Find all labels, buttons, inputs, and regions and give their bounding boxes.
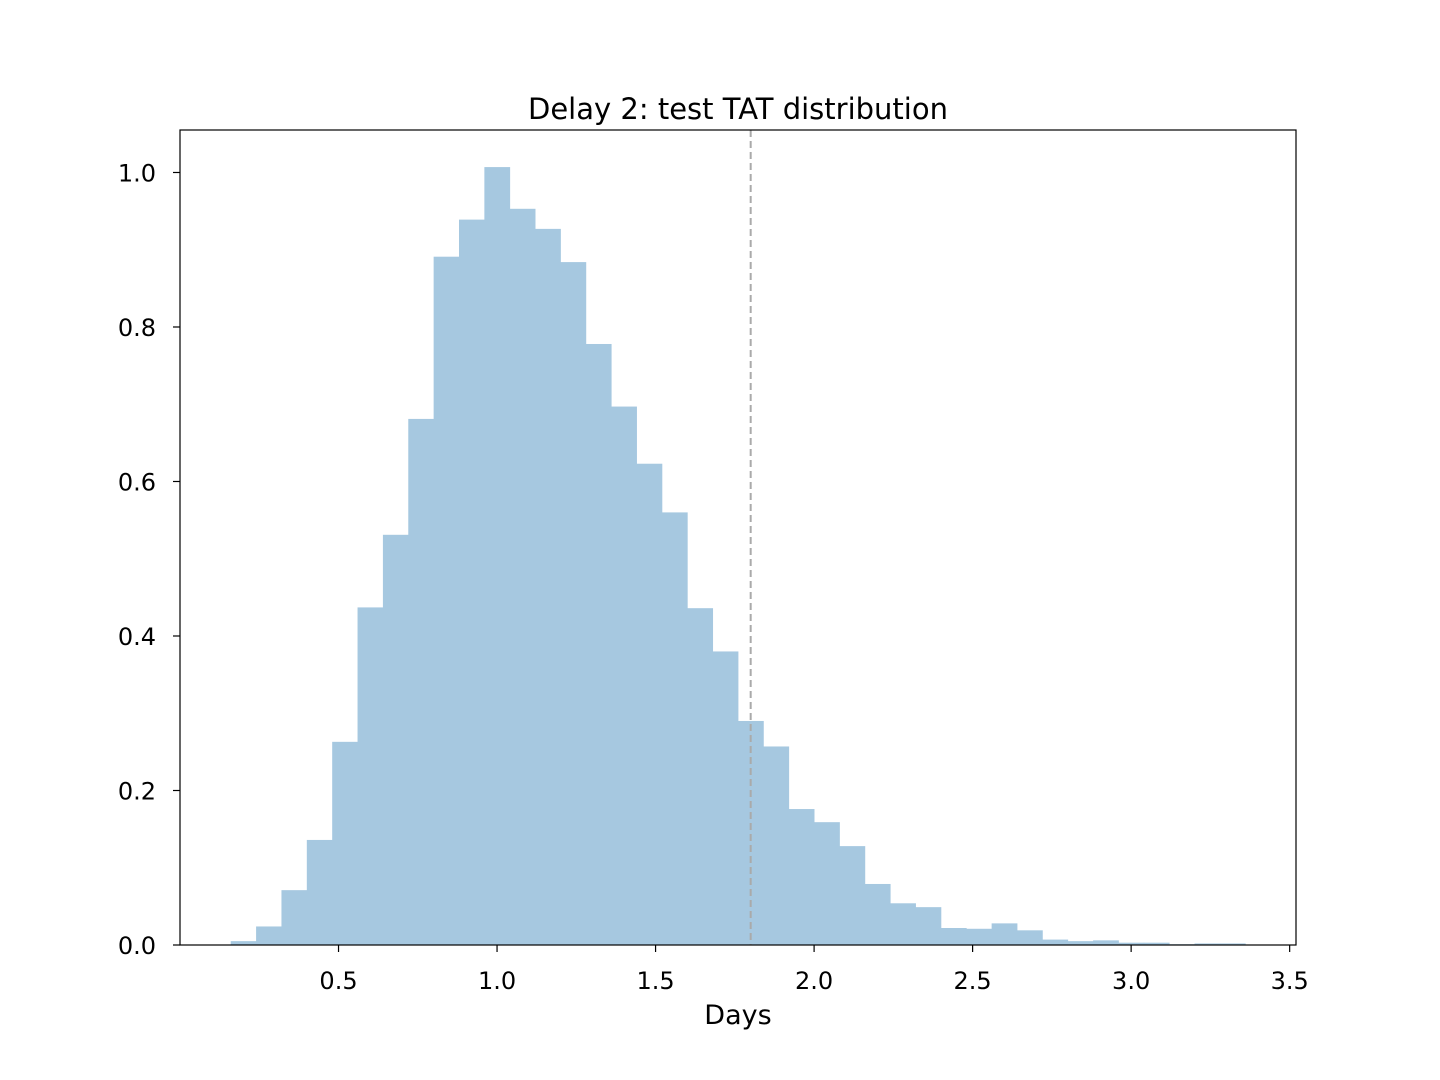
histogram-bar: [1143, 942, 1170, 945]
x-axis-label: Days: [704, 1000, 771, 1031]
y-tick-label: 0.2: [118, 777, 156, 805]
y-tick-label: 0.0: [118, 932, 156, 960]
histogram-bar: [560, 262, 587, 946]
histogram-bar: [890, 903, 916, 945]
histogram-bar: [915, 907, 942, 945]
histogram-bar: [509, 208, 536, 945]
chart-title: Delay 2: test TAT distribution: [528, 92, 948, 126]
histogram-bar: [1093, 940, 1119, 945]
x-tick-label: 1.0: [478, 967, 516, 995]
histogram-bar: [281, 890, 308, 945]
histogram-bar: [839, 846, 866, 945]
histogram-bar: [1067, 941, 1094, 945]
histogram-bar: [382, 534, 409, 945]
histogram-bar: [763, 746, 790, 945]
histogram-bar: [1219, 943, 1246, 945]
y-tick-label: 0.8: [118, 314, 156, 342]
histogram-bar: [712, 651, 739, 945]
x-tick-label: 2.5: [954, 967, 992, 995]
histogram-bar: [459, 219, 485, 945]
y-tick-label: 1.0: [118, 159, 156, 187]
histogram-bar: [611, 406, 637, 946]
histogram-bar: [661, 512, 688, 945]
histogram-bar: [1017, 930, 1043, 945]
histogram-bar: [332, 741, 358, 945]
histogram-bar: [991, 923, 1018, 945]
histogram-bars: [230, 167, 1246, 946]
x-tick-label: 3.5: [1271, 967, 1309, 995]
histogram-bar: [535, 228, 561, 945]
histogram-bar: [408, 418, 435, 945]
histogram-bar: [585, 343, 612, 945]
histogram-bar: [636, 463, 663, 945]
histogram-bar: [687, 608, 714, 945]
histogram-bar: [814, 822, 840, 945]
x-tick-label: 3.0: [1112, 967, 1150, 995]
histogram-bar: [306, 839, 333, 945]
x-tick-label: 0.5: [319, 967, 357, 995]
histogram-bar: [788, 809, 815, 945]
histogram-bar: [1042, 939, 1069, 945]
histogram-bar: [1194, 943, 1221, 945]
histogram-bar: [940, 928, 967, 945]
x-tick-label: 2.0: [795, 967, 833, 995]
histogram-bar: [966, 928, 993, 945]
y-axis: 0.0 0.2 0.4 0.6 0.8 1.0: [118, 159, 180, 960]
y-tick-label: 0.6: [118, 468, 156, 496]
histogram-bar: [1118, 942, 1145, 945]
plot-frame: [179, 129, 1297, 946]
histogram-bar: [484, 167, 511, 945]
histogram-bar: [864, 883, 891, 945]
y-tick-label: 0.4: [118, 623, 156, 651]
histogram-bar: [433, 256, 460, 945]
x-tick-label: 1.5: [636, 967, 674, 995]
histogram-bar: [230, 941, 257, 945]
histogram-bar: [357, 607, 384, 945]
x-axis: 0.5 1.0 1.5 2.0 2.5 3.0 3.5: [319, 945, 1309, 995]
histogram-bar: [256, 926, 282, 945]
